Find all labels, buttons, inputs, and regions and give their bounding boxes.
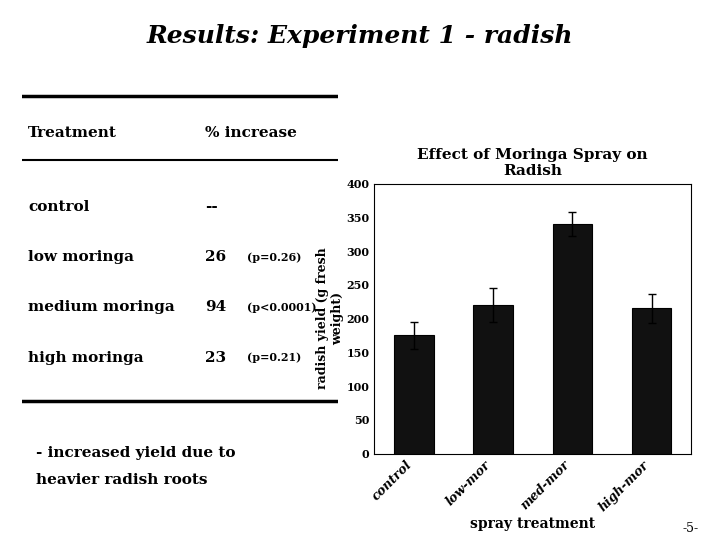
Text: high moringa: high moringa [28, 350, 143, 365]
Text: 26: 26 [205, 250, 227, 264]
Text: 94: 94 [205, 300, 227, 314]
Text: medium moringa: medium moringa [28, 300, 175, 314]
Text: Results: Experiment 1 - radish: Results: Experiment 1 - radish [147, 24, 573, 48]
X-axis label: spray treatment: spray treatment [470, 517, 595, 531]
Y-axis label: radish yield (g fresh
weight): radish yield (g fresh weight) [315, 248, 343, 389]
Text: heavier radish roots: heavier radish roots [36, 472, 207, 487]
Text: (p=0.26): (p=0.26) [246, 252, 301, 262]
Text: (p<0.0001): (p<0.0001) [246, 302, 316, 313]
Text: --: -- [205, 200, 218, 214]
Text: control: control [28, 200, 89, 214]
Text: (p=0.21): (p=0.21) [246, 352, 301, 363]
Text: -5-: -5- [683, 522, 698, 535]
Bar [632, 308, 671, 454]
Title: Effect of Moringa Spray on
Radish: Effect of Moringa Spray on Radish [418, 148, 648, 178]
Bar [552, 224, 592, 454]
Text: - increased yield due to: - increased yield due to [36, 446, 235, 460]
Text: % increase: % increase [205, 126, 297, 140]
Text: low moringa: low moringa [28, 250, 134, 264]
Text: Treatment: Treatment [28, 126, 117, 140]
Bar [474, 305, 513, 454]
Text: 23: 23 [205, 350, 227, 365]
Bar [395, 335, 433, 454]
